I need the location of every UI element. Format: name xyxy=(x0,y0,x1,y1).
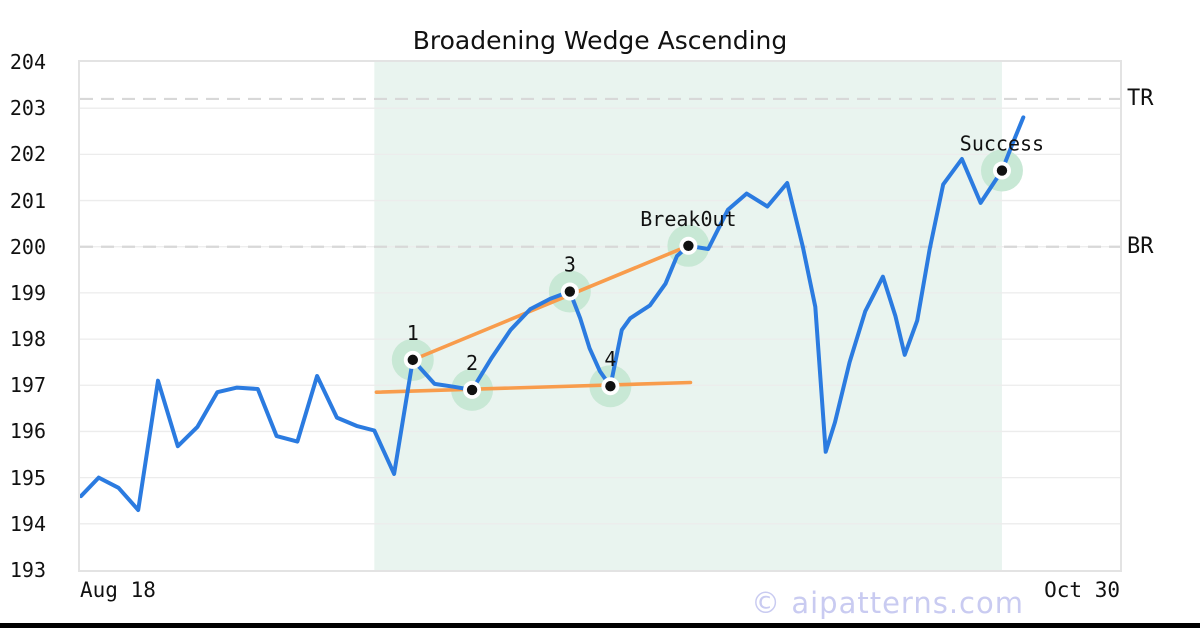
y-tick-label: 198 xyxy=(9,327,46,352)
pattern-point-label-break0ut: Break0ut xyxy=(640,207,736,231)
pattern-point-dot xyxy=(683,240,694,252)
y-tick-label: 203 xyxy=(9,96,46,121)
y-tick-label: 193 xyxy=(9,558,46,582)
y-tick-label: 195 xyxy=(9,465,46,490)
plot-area: 1 2 3 4 Break0ut Success © aipatterns.com xyxy=(78,60,1122,620)
y-tick-label: 197 xyxy=(9,373,46,398)
chart-title: Broadening Wedge Ascending xyxy=(412,26,788,55)
pattern-point-dot xyxy=(605,380,616,392)
bottom-bar xyxy=(0,623,1200,628)
pattern-point-dot xyxy=(564,286,576,297)
watermark: © aipatterns.com xyxy=(751,586,1024,620)
level-label-tr: TR xyxy=(1127,85,1154,111)
pattern-point-label-2: 2 xyxy=(466,351,478,375)
y-tick-label: 199 xyxy=(9,280,46,305)
y-tick-label: 194 xyxy=(9,511,46,536)
lower-broadening-line xyxy=(374,380,693,395)
pattern-point-dot xyxy=(407,354,418,366)
upper-broadening-line xyxy=(410,244,691,362)
y-tick-label: 202 xyxy=(9,142,46,167)
pattern-point-label-success: Success xyxy=(960,132,1044,156)
price-line xyxy=(80,115,1026,512)
pattern-region-shade xyxy=(374,62,1002,570)
x-axis-label-end: Oct 30 xyxy=(1044,578,1120,602)
price-chart-svg: 1 2 3 4 Break0ut Success xyxy=(80,62,1120,570)
pattern-point-dot xyxy=(466,384,478,396)
pattern-point-label-4: 4 xyxy=(604,347,616,371)
pattern-point-label-1: 1 xyxy=(407,321,419,345)
level-label-br: BR xyxy=(1127,233,1154,259)
pattern-point-label-3: 3 xyxy=(564,253,576,277)
y-tick-label: 196 xyxy=(9,419,46,444)
y-tick-label: 200 xyxy=(9,234,46,259)
y-tick-label: 201 xyxy=(9,188,46,213)
x-axis-label-start: Aug 18 xyxy=(80,578,156,602)
pattern-point-dot xyxy=(996,165,1008,176)
y-tick-label: 204 xyxy=(9,50,46,74)
